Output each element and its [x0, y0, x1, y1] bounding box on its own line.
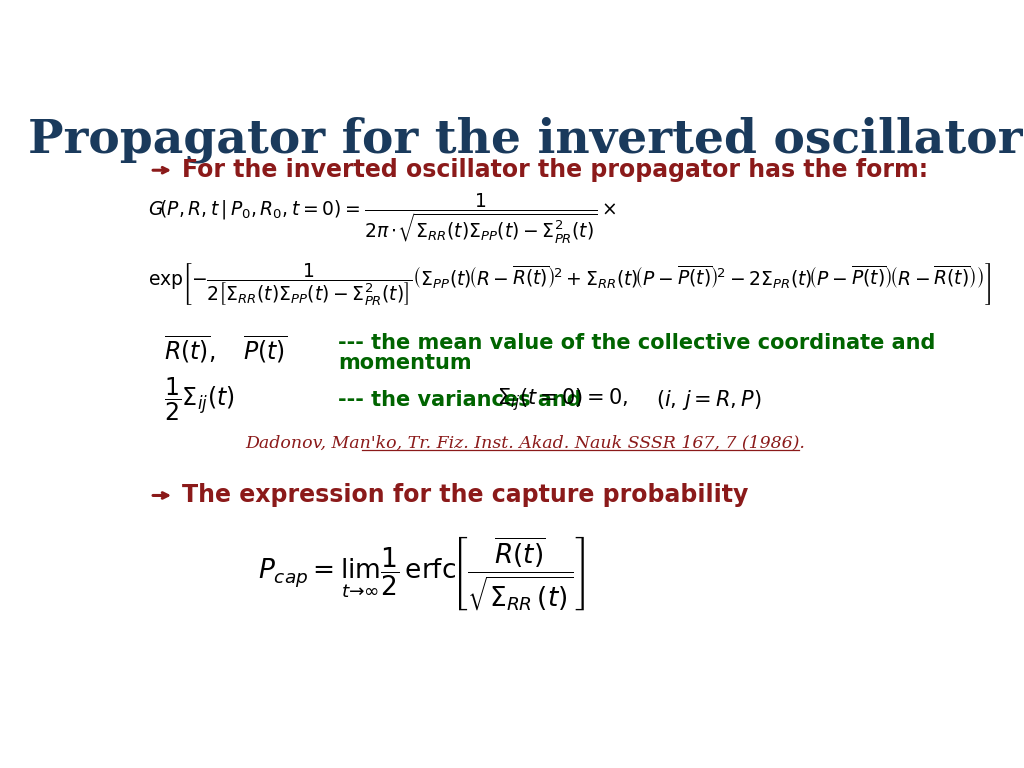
Text: momentum: momentum [338, 353, 472, 373]
Text: Dadonov, Man'ko, Tr. Fiz. Inst. Akad. Nauk SSSR 167, 7 (1986).: Dadonov, Man'ko, Tr. Fiz. Inst. Akad. Na… [245, 435, 805, 452]
Text: $P_{cap}=\lim_{t\to\infty}\dfrac{1}{2}\,\mathrm{erfc}\!\left[\dfrac{\overline{R(: $P_{cap}=\lim_{t\to\infty}\dfrac{1}{2}\,… [258, 535, 585, 613]
Text: For the inverted oscillator the propagator has the form:: For the inverted oscillator the propagat… [182, 158, 928, 182]
Text: Propagator for the inverted oscillator: Propagator for the inverted oscillator [28, 117, 1022, 164]
Text: $\dfrac{1}{2}\Sigma_{ij}(t)$: $\dfrac{1}{2}\Sigma_{ij}(t)$ [164, 376, 234, 423]
Text: $\overline{R(t)},\quad\overline{P(t)}$: $\overline{R(t)},\quad\overline{P(t)}$ [164, 334, 287, 365]
Text: $G\!\left(P,R,t\,|\,P_0,R_0,t=0\right)=\dfrac{1}{2\pi\cdot\!\sqrt{\Sigma_{RR}(t): $G\!\left(P,R,t\,|\,P_0,R_0,t=0\right)=\… [147, 192, 616, 247]
Text: --- the mean value of the collective coordinate and: --- the mean value of the collective coo… [338, 333, 936, 353]
Text: $\exp\!\left[-\dfrac{1}{2\left[\Sigma_{RR}(t)\Sigma_{PP}(t)-\Sigma_{PR}^{2}(t)\r: $\exp\!\left[-\dfrac{1}{2\left[\Sigma_{R… [147, 261, 991, 308]
Text: $\Sigma_{ij}(t=0)=0,$: $\Sigma_{ij}(t=0)=0,$ [497, 386, 628, 413]
Text: --- the variances and: --- the variances and [338, 389, 582, 409]
Text: The expression for the capture probability: The expression for the capture probabili… [182, 484, 749, 508]
Text: $\left(i,\,j=R,P\right)$: $\left(i,\,j=R,P\right)$ [655, 388, 762, 412]
